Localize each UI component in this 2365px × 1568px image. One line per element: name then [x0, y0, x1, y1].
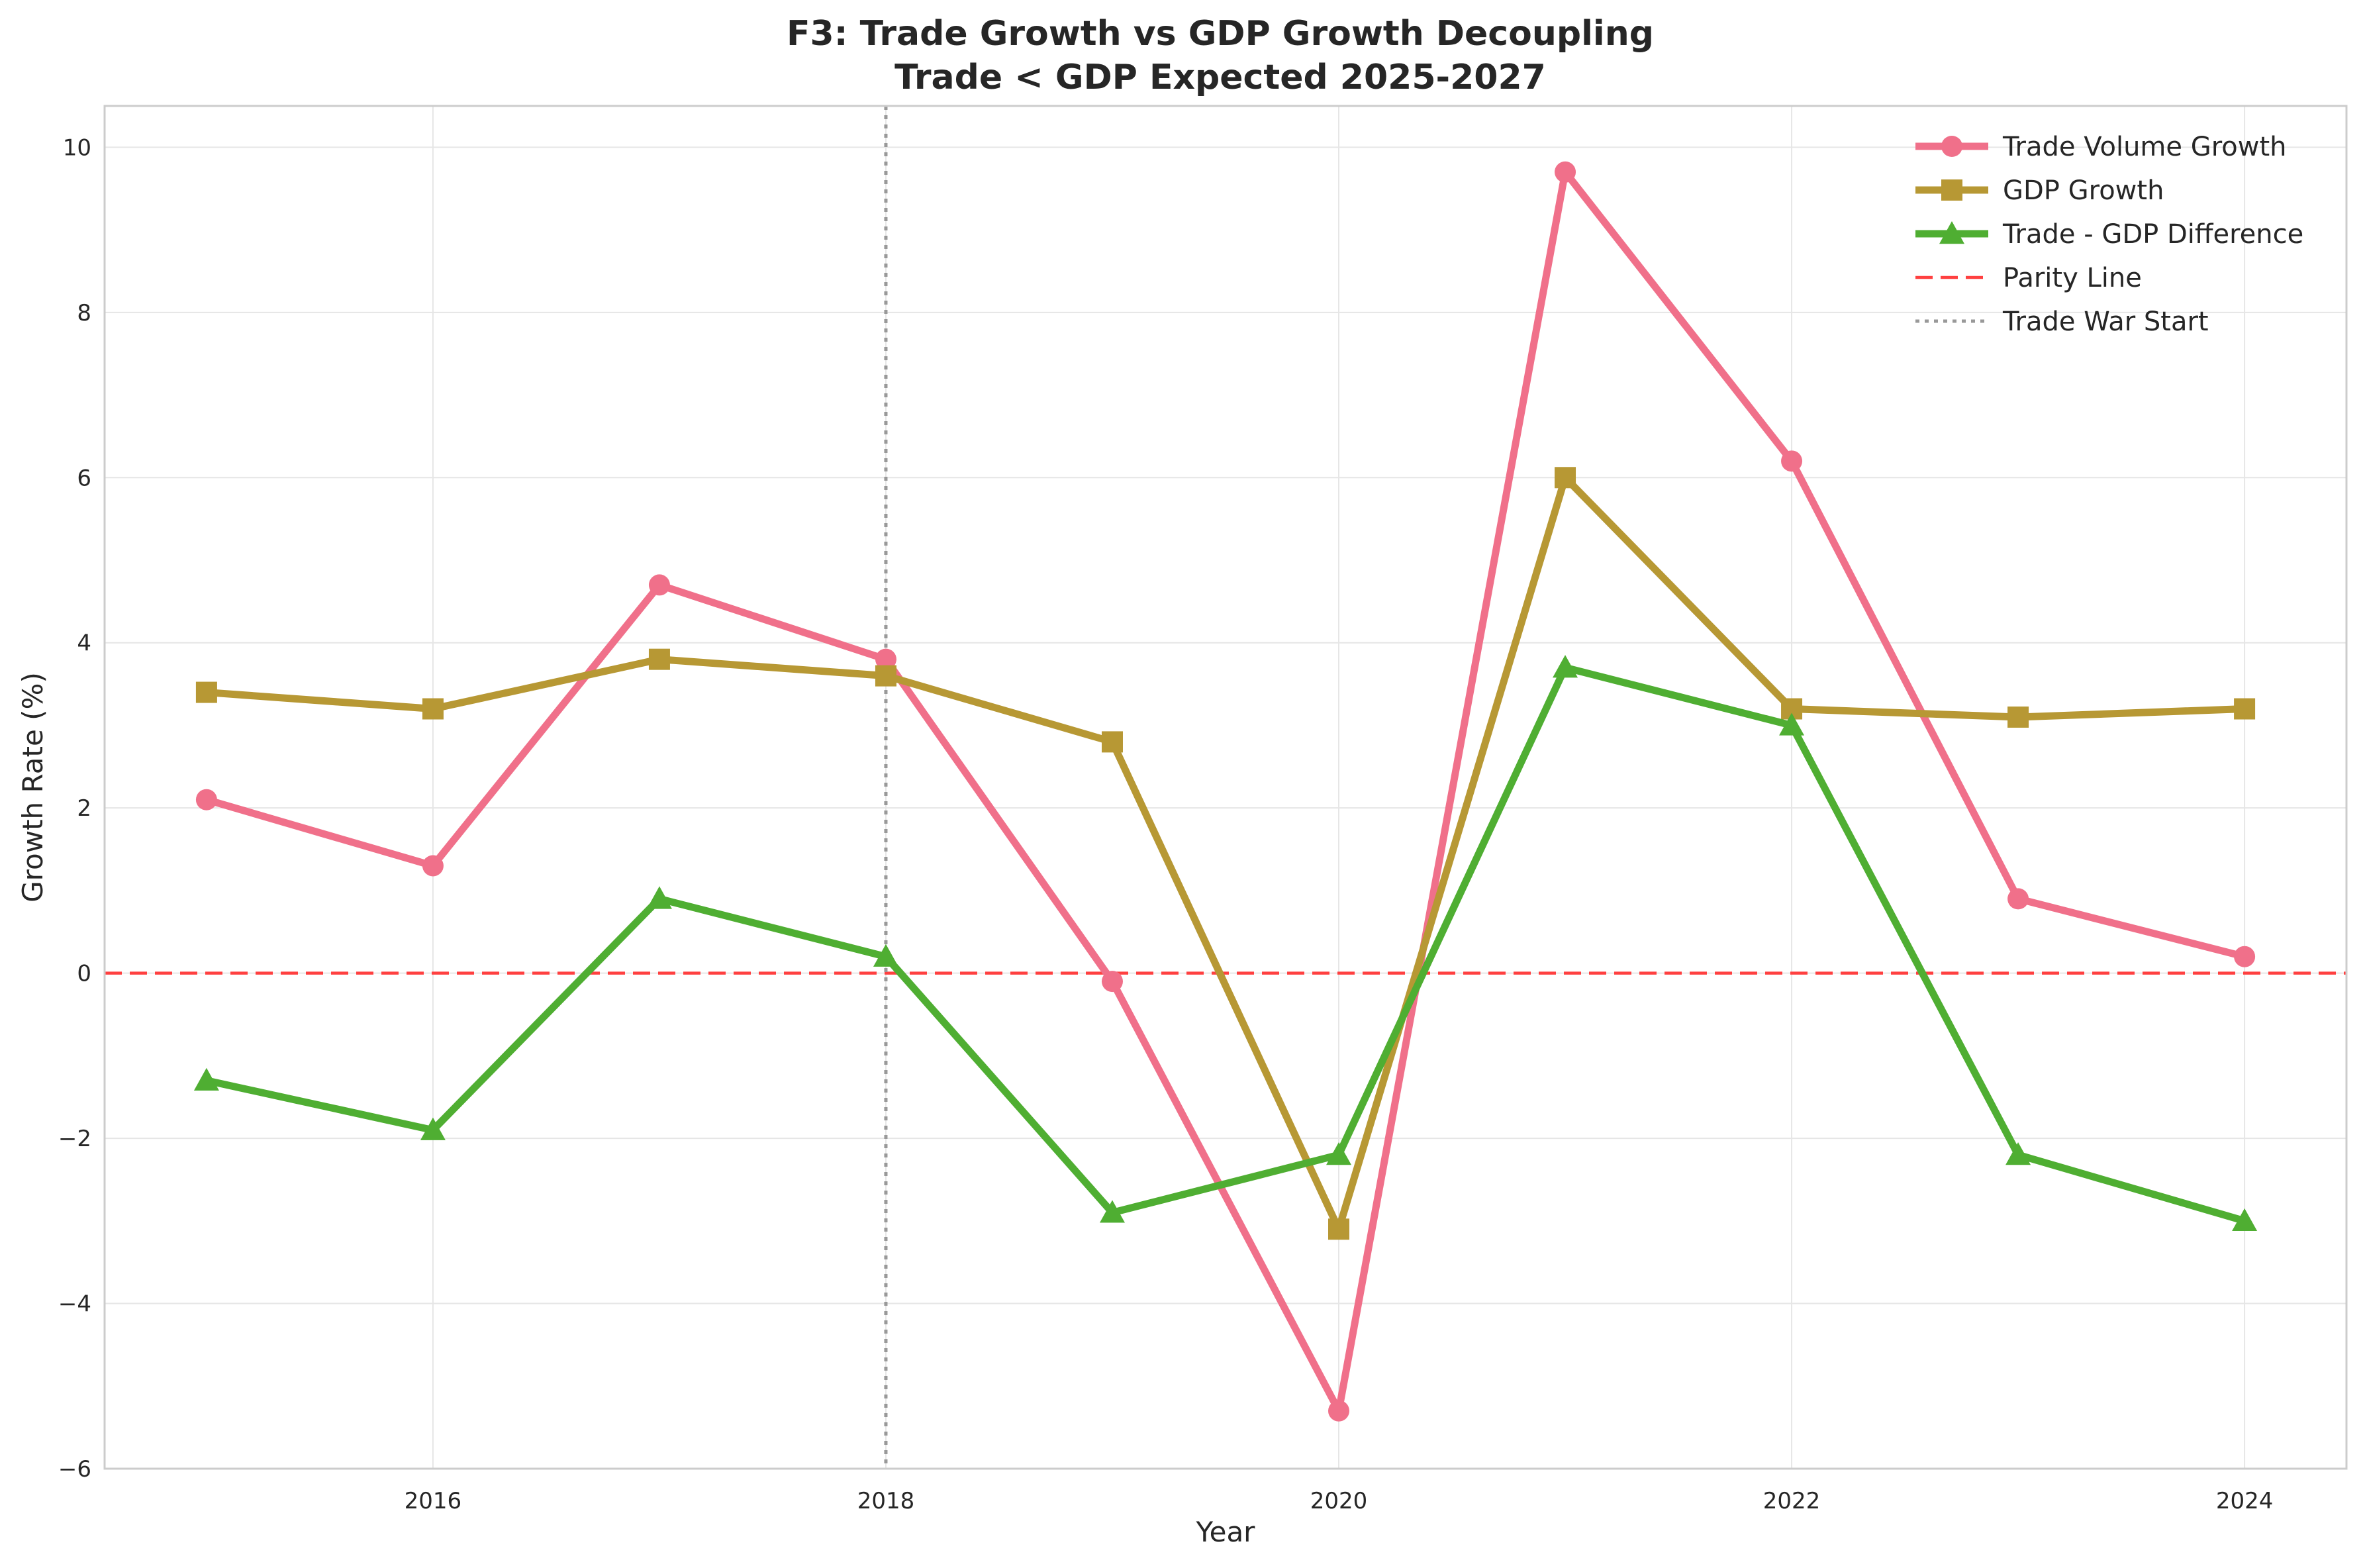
y-tick-label: −6: [58, 1456, 91, 1483]
gdp-growth-point: [422, 698, 444, 720]
y-tick-label: 2: [77, 795, 91, 822]
y-tick-label: 10: [63, 134, 91, 161]
trade-volume-growth-line: [203, 168, 2248, 1415]
legend-item-trade-gdp-difference: Trade - GDP Difference: [1915, 219, 2303, 250]
y-tick-label: 6: [77, 465, 91, 491]
gdp-growth-point: [1101, 731, 1123, 753]
gdp-growth-point: [2234, 698, 2256, 720]
x-axis-ticks: 2016 2018 2020 2022 2024: [405, 1488, 2274, 1514]
legend-item-gdp-growth: GDP Growth: [1915, 175, 2164, 206]
legend-item-trade-war-start: Trade War Start: [1915, 307, 2209, 337]
trade-volume-growth-point: [1555, 161, 1576, 183]
legend-label: Trade Volume Growth: [2002, 132, 2287, 162]
legend-swatch-marker: [1939, 221, 1964, 244]
trade-volume-growth-point: [195, 789, 217, 810]
trade-gdp-difference-point: [2005, 1142, 2031, 1165]
y-tick-label: 0: [77, 961, 91, 987]
x-axis-label: Year: [1196, 1516, 1256, 1548]
legend-label: Trade War Start: [2002, 307, 2209, 337]
gdp-growth-line: [203, 473, 2248, 1233]
trade-volume-growth-point: [2234, 946, 2256, 967]
x-tick-label: 2016: [405, 1488, 462, 1514]
legend-label: Parity Line: [2003, 263, 2142, 293]
gdp-growth-point: [1328, 1218, 1350, 1240]
legend-item-trade-volume-growth: Trade Volume Growth: [1915, 132, 2287, 162]
legend-item-parity-line: Parity Line: [1915, 263, 2142, 293]
gdp-growth-point: [2007, 706, 2029, 728]
trade-volume-growth-point: [1781, 450, 1803, 472]
trade-volume-growth-point: [2007, 888, 2029, 910]
y-tick-label: −4: [58, 1291, 91, 1318]
trade-volume-growth-point: [1101, 971, 1123, 993]
trade-volume-growth-point: [1328, 1400, 1350, 1422]
y-tick-label: −2: [58, 1126, 91, 1152]
trade-volume-growth-point: [875, 648, 896, 670]
plot-area-frame: [103, 105, 2348, 1470]
trade-gdp-difference-point: [1099, 1200, 1125, 1223]
x-tick-label: 2024: [2216, 1488, 2274, 1514]
gdp-growth-point: [1555, 467, 1576, 489]
y-tick-label: 4: [77, 630, 91, 657]
gdp-growth-series: [195, 467, 2256, 1240]
trade-gdp-difference-series: [193, 655, 2258, 1232]
trade-gdp-difference-point: [1553, 655, 1578, 678]
x-tick-label: 2018: [857, 1488, 915, 1514]
trade-gdp-difference-point: [193, 1067, 219, 1091]
legend-label: Trade - GDP Difference: [2002, 219, 2303, 250]
legend-swatch-marker: [1941, 136, 1962, 157]
gdp-growth-point: [195, 681, 217, 703]
x-tick-label: 2020: [1310, 1488, 1368, 1514]
legend: Trade Volume Growth GDP Growth Trade - GDP…: [1915, 132, 2303, 337]
trade-gdp-difference-point: [420, 1117, 446, 1140]
chart-title-line-2: Trade < GDP Expected 2025-2027: [894, 58, 1546, 97]
gdp-growth-point: [648, 648, 670, 670]
legend-swatch-marker: [1941, 179, 1962, 201]
y-tick-label: 8: [77, 300, 91, 326]
trade-gdp-difference-line: [203, 663, 2248, 1225]
y-axis-ticks: −6 −4 −2 0 2 4 6 8 10: [58, 134, 91, 1483]
trade-gdp-difference-point: [1779, 712, 1805, 736]
x-tick-label: 2022: [1763, 1488, 1821, 1514]
legend-label: GDP Growth: [2003, 175, 2164, 206]
trade-volume-growth-series: [195, 161, 2256, 1422]
y-axis-label: Growth Rate (%): [17, 672, 49, 903]
trade-gdp-difference-point: [1326, 1142, 1352, 1165]
trade-volume-growth-point: [648, 574, 670, 596]
series: [193, 161, 2258, 1422]
trade-gdp-difference-point: [2232, 1208, 2258, 1232]
gdp-growth-point: [875, 665, 896, 687]
trade-gdp-difference-point: [646, 886, 672, 909]
reference-lines: [105, 106, 2346, 1469]
trade-gdp-difference-point: [873, 944, 898, 967]
trade-volume-growth-point: [422, 855, 444, 877]
chart-title-line-1: F3: Trade Growth vs GDP Growth Decouplin…: [787, 14, 1654, 54]
